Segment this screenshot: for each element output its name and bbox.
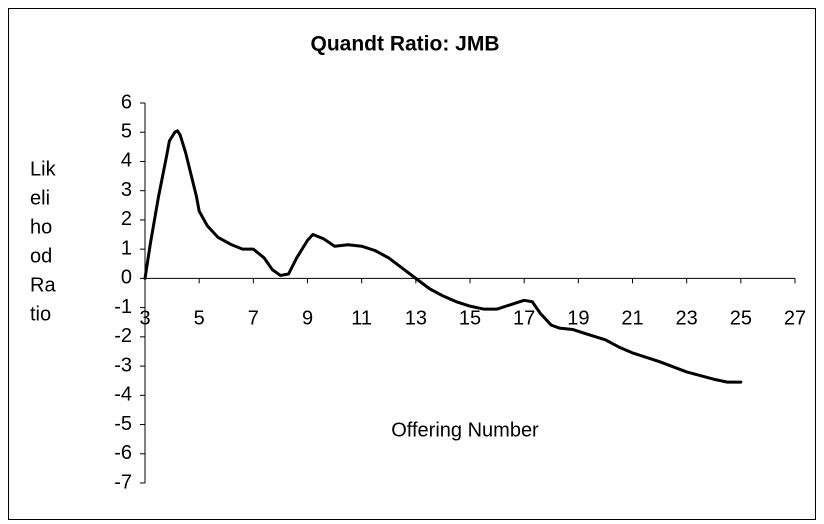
y-axis-label: od [30, 245, 52, 267]
y-axis-label: Ra [30, 274, 56, 296]
y-tick-label: -3 [114, 354, 132, 376]
x-tick-label: 23 [676, 308, 698, 330]
y-tick-label: 5 [121, 121, 132, 143]
x-tick-label: 27 [784, 308, 806, 330]
x-axis-label: Offering Number [391, 419, 539, 441]
y-axis-label: ho [30, 216, 52, 238]
y-tick-label: 2 [121, 208, 132, 230]
y-tick-label: 6 [121, 91, 132, 113]
y-tick-label: 4 [121, 150, 132, 172]
y-tick-label: -7 [114, 471, 132, 493]
x-tick-label: 13 [405, 308, 427, 330]
x-tick-label: 11 [351, 308, 372, 330]
y-tick-label: -2 [114, 325, 132, 347]
y-tick-label: -5 [114, 413, 132, 435]
chart-border [8, 8, 816, 520]
x-tick-label: 7 [248, 308, 259, 330]
x-tick-label: 9 [302, 308, 313, 330]
chart-title: Quandt Ratio: JMB [311, 33, 500, 56]
y-tick-label: 3 [121, 179, 132, 201]
x-tick-label: 3 [139, 308, 150, 330]
x-tick-label: 17 [513, 308, 535, 330]
y-tick-label: -6 [114, 442, 132, 464]
x-tick-label: 21 [621, 308, 643, 330]
y-axis-label: eli [30, 187, 50, 209]
y-axis-label: Lik [30, 158, 57, 180]
y-axis-label: tio [30, 303, 51, 325]
x-tick-label: 15 [459, 308, 481, 330]
y-tick-label: -4 [114, 384, 132, 406]
data-line [143, 129, 743, 384]
y-tick-label: -1 [114, 296, 132, 318]
x-tick-label: 5 [194, 308, 205, 330]
y-tick-label: 1 [121, 237, 132, 259]
x-tick-label: 19 [567, 308, 589, 330]
x-tick-label: 25 [730, 308, 752, 330]
y-tick-label: 0 [121, 267, 132, 289]
